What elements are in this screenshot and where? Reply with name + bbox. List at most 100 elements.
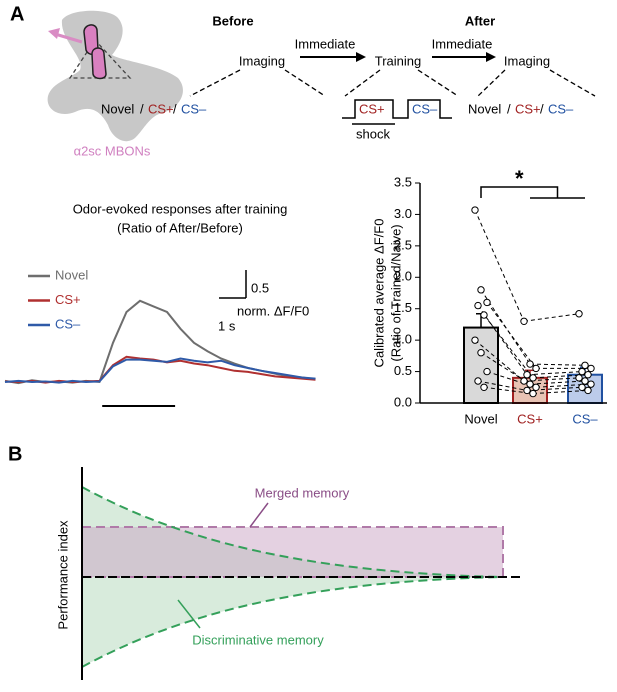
legend-label: CS+ — [55, 292, 81, 307]
separator: / — [173, 101, 177, 116]
transition: Immediate — [432, 36, 493, 51]
odor: CS– — [181, 101, 207, 116]
y-axis-label: (Ratio of Trained/Naive) — [388, 224, 403, 361]
mbon — [91, 47, 107, 80]
point — [477, 349, 485, 357]
x-tick-label: Novel — [464, 411, 497, 426]
point — [480, 383, 488, 391]
trace-subtitle: (Ratio of After/Before) — [117, 220, 243, 235]
scale-label: norm. ΔF/F0 — [237, 303, 309, 318]
odor: Novel — [468, 101, 501, 116]
paired-line — [474, 339, 525, 382]
region-outline — [68, 38, 132, 79]
point — [587, 380, 595, 388]
arrow — [54, 32, 83, 44]
schematic-label: α2sc MBONs — [74, 143, 151, 158]
transition: Immediate — [295, 36, 356, 51]
step: Imaging — [504, 53, 550, 68]
leader — [177, 599, 201, 629]
legend-label: CS– — [55, 316, 81, 331]
y-axis-label: Calibrated average ΔF/F0 — [371, 219, 386, 368]
paired-line — [529, 380, 586, 385]
point — [474, 301, 482, 310]
legend-label: Novel — [55, 267, 88, 282]
step: Imaging — [239, 53, 285, 68]
leader — [249, 502, 269, 528]
step: Training — [375, 53, 421, 68]
phase-label: Before — [212, 13, 253, 28]
scale-label: 1 s — [218, 318, 236, 333]
arrow-head — [48, 28, 60, 39]
odor: Novel — [101, 101, 134, 116]
paired-line — [529, 363, 586, 366]
paired-line — [477, 380, 528, 391]
point — [575, 374, 583, 382]
x-tick-label: CS+ — [517, 411, 543, 426]
point — [520, 377, 528, 385]
trace — [4, 357, 316, 384]
point — [575, 310, 583, 318]
significance: * — [515, 166, 524, 191]
point — [483, 298, 491, 307]
y-tick-label: 1.0 — [394, 332, 412, 347]
paired-line — [480, 352, 531, 385]
paired-line — [532, 389, 589, 395]
point — [529, 374, 537, 382]
shock-label: shock — [356, 126, 390, 141]
discriminative-label: Discriminative memory — [192, 632, 324, 647]
odor: CS– — [412, 101, 438, 116]
bar — [463, 326, 499, 405]
odor: CS+ — [515, 101, 541, 116]
point — [471, 206, 479, 214]
point — [474, 377, 482, 385]
paired-line — [483, 386, 534, 395]
paired-line — [523, 313, 580, 322]
y-tick-label: 1.5 — [394, 300, 412, 315]
point — [581, 361, 589, 369]
separator: / — [140, 101, 144, 116]
odor: CS+ — [359, 101, 385, 116]
merged-label: Merged memory — [255, 485, 350, 500]
point — [581, 377, 589, 385]
point — [578, 367, 586, 376]
paired-line — [526, 371, 583, 376]
y-axis-label: Performance index — [55, 520, 70, 630]
point — [477, 286, 485, 294]
paired-line — [483, 314, 534, 379]
trace-title: Odor-evoked responses after training — [73, 201, 288, 216]
y-tick-label: 2.5 — [394, 237, 412, 252]
point — [480, 311, 488, 319]
x-tick-label: CS– — [572, 411, 598, 426]
merged-area — [81, 526, 504, 578]
point — [584, 371, 592, 379]
point — [471, 336, 479, 344]
point — [529, 389, 537, 398]
panel-label: A — [10, 3, 24, 25]
y-tick-label: 0.0 — [394, 394, 412, 409]
odor: CS– — [548, 101, 574, 116]
discriminative-curve — [81, 486, 501, 668]
point — [523, 371, 531, 379]
point — [578, 383, 586, 391]
phase-label: After — [465, 13, 495, 28]
point — [532, 364, 540, 373]
paired-line — [474, 209, 525, 322]
significance-bracket — [480, 186, 585, 199]
point — [483, 367, 491, 376]
training-trace — [342, 99, 452, 119]
odor: CS+ — [148, 101, 174, 116]
point — [523, 386, 531, 395]
point — [584, 386, 592, 395]
y-tick-label: 0.5 — [394, 363, 412, 378]
y-tick-label: 3.0 — [394, 206, 412, 221]
point — [532, 383, 540, 391]
separator: / — [540, 101, 544, 116]
scale-label: 0.5 — [251, 280, 269, 295]
y-tick-label: 2.0 — [394, 269, 412, 284]
y-tick-label: 3.5 — [394, 174, 412, 189]
point — [587, 364, 595, 373]
point — [526, 380, 534, 388]
brain-outline — [47, 10, 183, 142]
point — [520, 317, 528, 325]
